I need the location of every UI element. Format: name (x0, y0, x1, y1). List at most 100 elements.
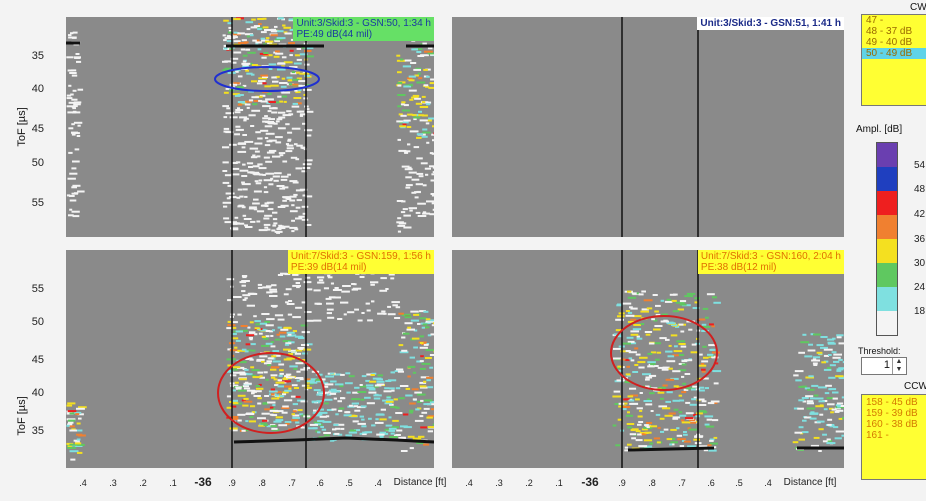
scan-dot (802, 400, 807, 403)
scan-dot (288, 83, 293, 86)
scan-dot (407, 143, 411, 146)
scan-dot (422, 128, 428, 131)
scan-dot (637, 415, 643, 418)
ccw-item[interactable]: 160 - 38 dB (866, 419, 918, 430)
scan-dot (414, 74, 419, 77)
scan-dot (237, 413, 246, 416)
scan-dot (239, 281, 247, 284)
scan-dot (224, 60, 233, 63)
scan-dot (241, 62, 251, 65)
scan-panel-top-right[interactable]: Unit:3/Skid:3 - GSN:51, 1:41 h (452, 17, 844, 237)
scan-dot (241, 183, 251, 186)
scan-dot (424, 357, 432, 359)
ccw-item[interactable]: 161 - (866, 430, 889, 441)
scan-dot (247, 349, 252, 352)
cw-item[interactable]: 48 - 37 dB (866, 26, 913, 37)
stepper-arrows-icon[interactable]: ▲ ▼ (892, 358, 905, 374)
scan-dot (409, 402, 416, 405)
scan-dot (280, 204, 289, 207)
scan-dot (258, 332, 263, 335)
scan-dot (249, 171, 253, 174)
panel-title: Unit:3/Skid:3 - GSN:51, 1:41 h (700, 18, 841, 29)
scan-dot (401, 165, 410, 168)
scan-dot (295, 217, 303, 220)
scan-dot (281, 407, 290, 409)
scan-dot (233, 31, 238, 34)
ccw-list[interactable]: 158 - 45 dB 159 - 39 dB 160 - 38 dB 161 … (861, 394, 926, 480)
scan-dot (283, 326, 291, 329)
scan-dot (257, 286, 263, 289)
scan-dot (416, 136, 422, 139)
scan-dot (257, 48, 262, 51)
scan-dot (227, 320, 231, 323)
scan-panel-bottom-left[interactable]: Unit:7/Skid:3 - GSN:159, 1:56 h PE:39 dB… (66, 250, 434, 468)
scan-dot (387, 305, 391, 308)
scan-dot (332, 428, 337, 431)
scan-dot (419, 346, 428, 349)
scan-dot (68, 195, 75, 197)
scan-panel-top-left[interactable]: Unit:3/Skid:3 - GSN:50, 1:34 h PE:49 dB(… (66, 17, 434, 237)
scan-dot (291, 413, 295, 416)
cw-item[interactable]: 49 - 40 dB (866, 37, 913, 48)
scan-dot (297, 409, 303, 412)
scan-dot (233, 51, 242, 54)
cw-item-selected[interactable]: 50 - 49 dB (862, 48, 926, 59)
scan-dot (231, 368, 238, 371)
scan-dot (416, 172, 424, 175)
scan-dot (833, 426, 839, 429)
scan-dot (252, 202, 260, 205)
scan-dot (282, 186, 289, 189)
scan-dot (838, 358, 843, 361)
scan-dot (272, 360, 281, 363)
scan-dot (282, 340, 291, 343)
scan-dot (313, 289, 321, 292)
scan-dot (68, 101, 76, 104)
panel-subtitle: PE:49 dB(44 mil) (296, 29, 373, 40)
scan-dot (802, 333, 807, 336)
scan-dot (222, 105, 229, 108)
scan-dot (380, 408, 386, 411)
scan-dot (351, 398, 360, 401)
scan-dot (407, 326, 411, 329)
scan-dot (229, 401, 238, 403)
cw-list[interactable]: 47 - 48 - 37 dB 49 - 40 dB 50 - 49 dB (861, 14, 926, 106)
cw-item[interactable]: 47 - (866, 15, 884, 26)
scan-dot (432, 125, 434, 128)
scan-dot (794, 431, 803, 434)
scan-dot (234, 111, 241, 114)
scan-dot (416, 81, 426, 84)
scan-dot (294, 335, 304, 338)
threshold-stepper[interactable]: 1 ▲ ▼ (861, 357, 907, 375)
scan-dot (265, 37, 270, 40)
ccw-item[interactable]: 159 - 39 dB (866, 408, 918, 419)
scan-dot (644, 445, 653, 448)
scan-dot (304, 63, 310, 66)
scan-panel-bottom-right[interactable]: Unit:7/Skid:3 - GSN:160, 2:04 h PE:38 dB… (452, 250, 844, 468)
x-axis-label: Distance [ft] (393, 477, 447, 488)
y-tick: 50 (31, 316, 44, 328)
scan-dot (366, 309, 371, 312)
scan-dot (325, 297, 332, 300)
scan-dot (296, 199, 302, 202)
scan-dot (428, 86, 434, 89)
scan-dot (685, 401, 691, 404)
scan-dot (299, 114, 303, 117)
scan-dot (836, 368, 844, 371)
colorbar-segment (877, 239, 897, 263)
scan-dot (256, 358, 265, 361)
scan-dot (335, 413, 339, 416)
ccw-item[interactable]: 158 - 45 dB (866, 397, 918, 408)
scan-dot (291, 419, 299, 422)
scan-dot (405, 186, 411, 189)
threshold-value[interactable]: 1 (883, 359, 890, 371)
scan-dot (418, 175, 424, 178)
scan-dot (627, 320, 635, 323)
scan-dot (271, 427, 278, 430)
scan-dot (425, 318, 431, 321)
scan-dot (270, 28, 276, 31)
scan-dot (279, 372, 284, 375)
scan-dot (417, 393, 426, 396)
scan-dot (819, 404, 824, 407)
scan-dot (70, 458, 76, 461)
scan-dot (697, 318, 706, 321)
